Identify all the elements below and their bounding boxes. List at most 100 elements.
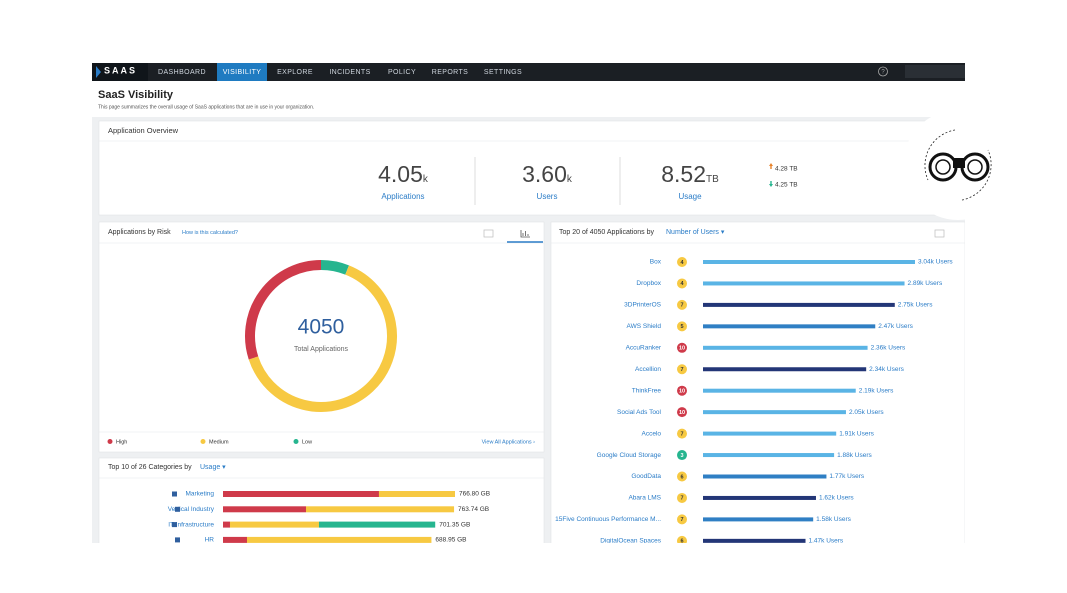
risk-score: 7 bbox=[680, 517, 683, 523]
badge-arc bbox=[924, 129, 956, 181]
apps-title: Top 20 of 4050 Applications by bbox=[559, 229, 654, 236]
stat-unit: k bbox=[423, 174, 429, 185]
nav-item[interactable]: EXPLORE bbox=[277, 69, 313, 76]
upload-icon bbox=[769, 163, 773, 169]
nav-item[interactable]: VISIBILITY bbox=[223, 69, 262, 76]
category-bar bbox=[305, 506, 455, 513]
category-bar bbox=[223, 536, 247, 543]
donut-segment bbox=[248, 265, 397, 412]
app-value: 1.88k Users bbox=[837, 452, 872, 459]
app-name[interactable]: DigitalOcean Spaces bbox=[600, 538, 661, 545]
risk-badge bbox=[677, 321, 687, 332]
app-name[interactable]: 15Five Continuous Performance M... bbox=[555, 516, 661, 523]
category-value: 701.35 GB bbox=[439, 521, 470, 528]
user-menu[interactable] bbox=[905, 65, 965, 78]
category-name[interactable]: Vertical Industry bbox=[168, 506, 215, 513]
category-bar bbox=[223, 521, 230, 528]
risk-badge bbox=[677, 385, 687, 396]
app-name[interactable]: AWS Shield bbox=[627, 323, 662, 330]
dashboard: SAAS ? SaaS Visibility This page summari… bbox=[92, 63, 965, 545]
app-name[interactable]: Accelo bbox=[641, 430, 661, 437]
categories-metric[interactable]: Usage ▾ bbox=[200, 464, 226, 471]
app-name[interactable]: Box bbox=[650, 259, 662, 266]
risk-badge bbox=[677, 535, 687, 543]
risk-link[interactable]: How is this calculated? bbox=[182, 230, 238, 236]
table-view-tab[interactable] bbox=[483, 229, 494, 238]
header-bg bbox=[92, 81, 965, 117]
stat-number: 4.05 bbox=[378, 161, 423, 187]
risk-score: 4 bbox=[680, 281, 684, 287]
nav-item[interactable]: DASHBOARD bbox=[158, 69, 206, 76]
risk-score: 6 bbox=[680, 539, 683, 545]
stat-label[interactable]: Usage bbox=[678, 192, 702, 201]
download-icon bbox=[769, 181, 773, 187]
nav-item[interactable]: REPORTS bbox=[432, 69, 469, 76]
total: 4050 bbox=[298, 316, 345, 339]
chart-view-tab[interactable] bbox=[520, 230, 530, 238]
app-bar bbox=[703, 517, 814, 522]
upload: 4.28 TB bbox=[775, 166, 798, 173]
app-value: 1.91k Users bbox=[839, 430, 874, 437]
app-value: 2.19k Users bbox=[859, 387, 894, 394]
category-name[interactable]: HR bbox=[205, 537, 215, 544]
nav-item[interactable]: POLICY bbox=[388, 69, 416, 76]
view-all[interactable]: View All Applications › bbox=[482, 439, 536, 445]
logo: SAAS bbox=[104, 65, 137, 75]
app-bar bbox=[703, 367, 867, 372]
category-name[interactable]: IT Infrastructure bbox=[168, 521, 214, 528]
app-name[interactable]: Accellion bbox=[635, 366, 661, 373]
app-bar bbox=[703, 431, 837, 436]
stat-label[interactable]: Applications bbox=[381, 192, 424, 201]
risk-badge bbox=[677, 257, 687, 267]
category-bar bbox=[223, 506, 306, 513]
total-label: Total Applications bbox=[294, 346, 349, 353]
app-name[interactable]: AccuRanker bbox=[626, 345, 662, 352]
page-subtitle: This page summarizes the overall usage o… bbox=[98, 104, 314, 110]
category-name[interactable]: Marketing bbox=[185, 491, 214, 498]
app-value: 1.47k Users bbox=[809, 538, 844, 545]
app-value: 2.75k Users bbox=[898, 302, 933, 309]
app-name[interactable]: Google Cloud Storage bbox=[597, 452, 662, 459]
nav-item[interactable]: INCIDENTS bbox=[329, 69, 370, 76]
download: 4.25 TB bbox=[775, 182, 798, 189]
table-view-tab[interactable] bbox=[934, 229, 945, 238]
nav-bar bbox=[92, 63, 965, 81]
app-bar bbox=[703, 453, 835, 458]
app-name[interactable]: GoodData bbox=[631, 473, 661, 480]
app-value: 2.89k Users bbox=[908, 280, 943, 287]
risk-badge bbox=[677, 450, 687, 461]
categories-panel bbox=[98, 457, 545, 543]
app-value: 2.34k Users bbox=[869, 366, 904, 373]
app-value: 2.05k Users bbox=[849, 409, 884, 416]
risk-score: 7 bbox=[680, 431, 683, 437]
category-icon bbox=[175, 537, 180, 543]
stat-label[interactable]: Users bbox=[537, 192, 558, 201]
app-name[interactable]: Social Ads Tool bbox=[617, 409, 662, 416]
risk-badge bbox=[677, 278, 687, 289]
category-icon bbox=[172, 522, 177, 528]
risk-score: 4 bbox=[680, 260, 684, 266]
category-bar bbox=[223, 491, 379, 497]
app-bar bbox=[703, 388, 856, 393]
app-value: 1.58k Users bbox=[816, 516, 851, 523]
risk-score: 6 bbox=[680, 474, 683, 480]
app-name[interactable]: 3DPrinterOS bbox=[624, 302, 662, 309]
app-bar bbox=[703, 495, 816, 500]
donut-segment bbox=[245, 260, 322, 360]
app-bar bbox=[703, 538, 806, 543]
logo-icon bbox=[96, 66, 101, 78]
app-bar bbox=[703, 260, 915, 264]
risk-score: 7 bbox=[680, 496, 683, 502]
bridge bbox=[953, 158, 965, 168]
category-bar bbox=[318, 521, 436, 528]
nav-item[interactable]: SETTINGS bbox=[484, 69, 522, 76]
apps-metric[interactable]: Number of Users ▾ bbox=[666, 229, 725, 236]
help[interactable]: ? bbox=[881, 70, 885, 76]
risk-score: 3 bbox=[680, 453, 683, 459]
help-icon[interactable] bbox=[878, 66, 888, 77]
app-name[interactable]: Dropbox bbox=[636, 280, 661, 287]
app-name[interactable]: Abara LMS bbox=[628, 495, 661, 502]
app-bar bbox=[703, 324, 876, 329]
app-name[interactable]: ThinkFree bbox=[632, 387, 662, 394]
lens-inner bbox=[967, 159, 983, 175]
